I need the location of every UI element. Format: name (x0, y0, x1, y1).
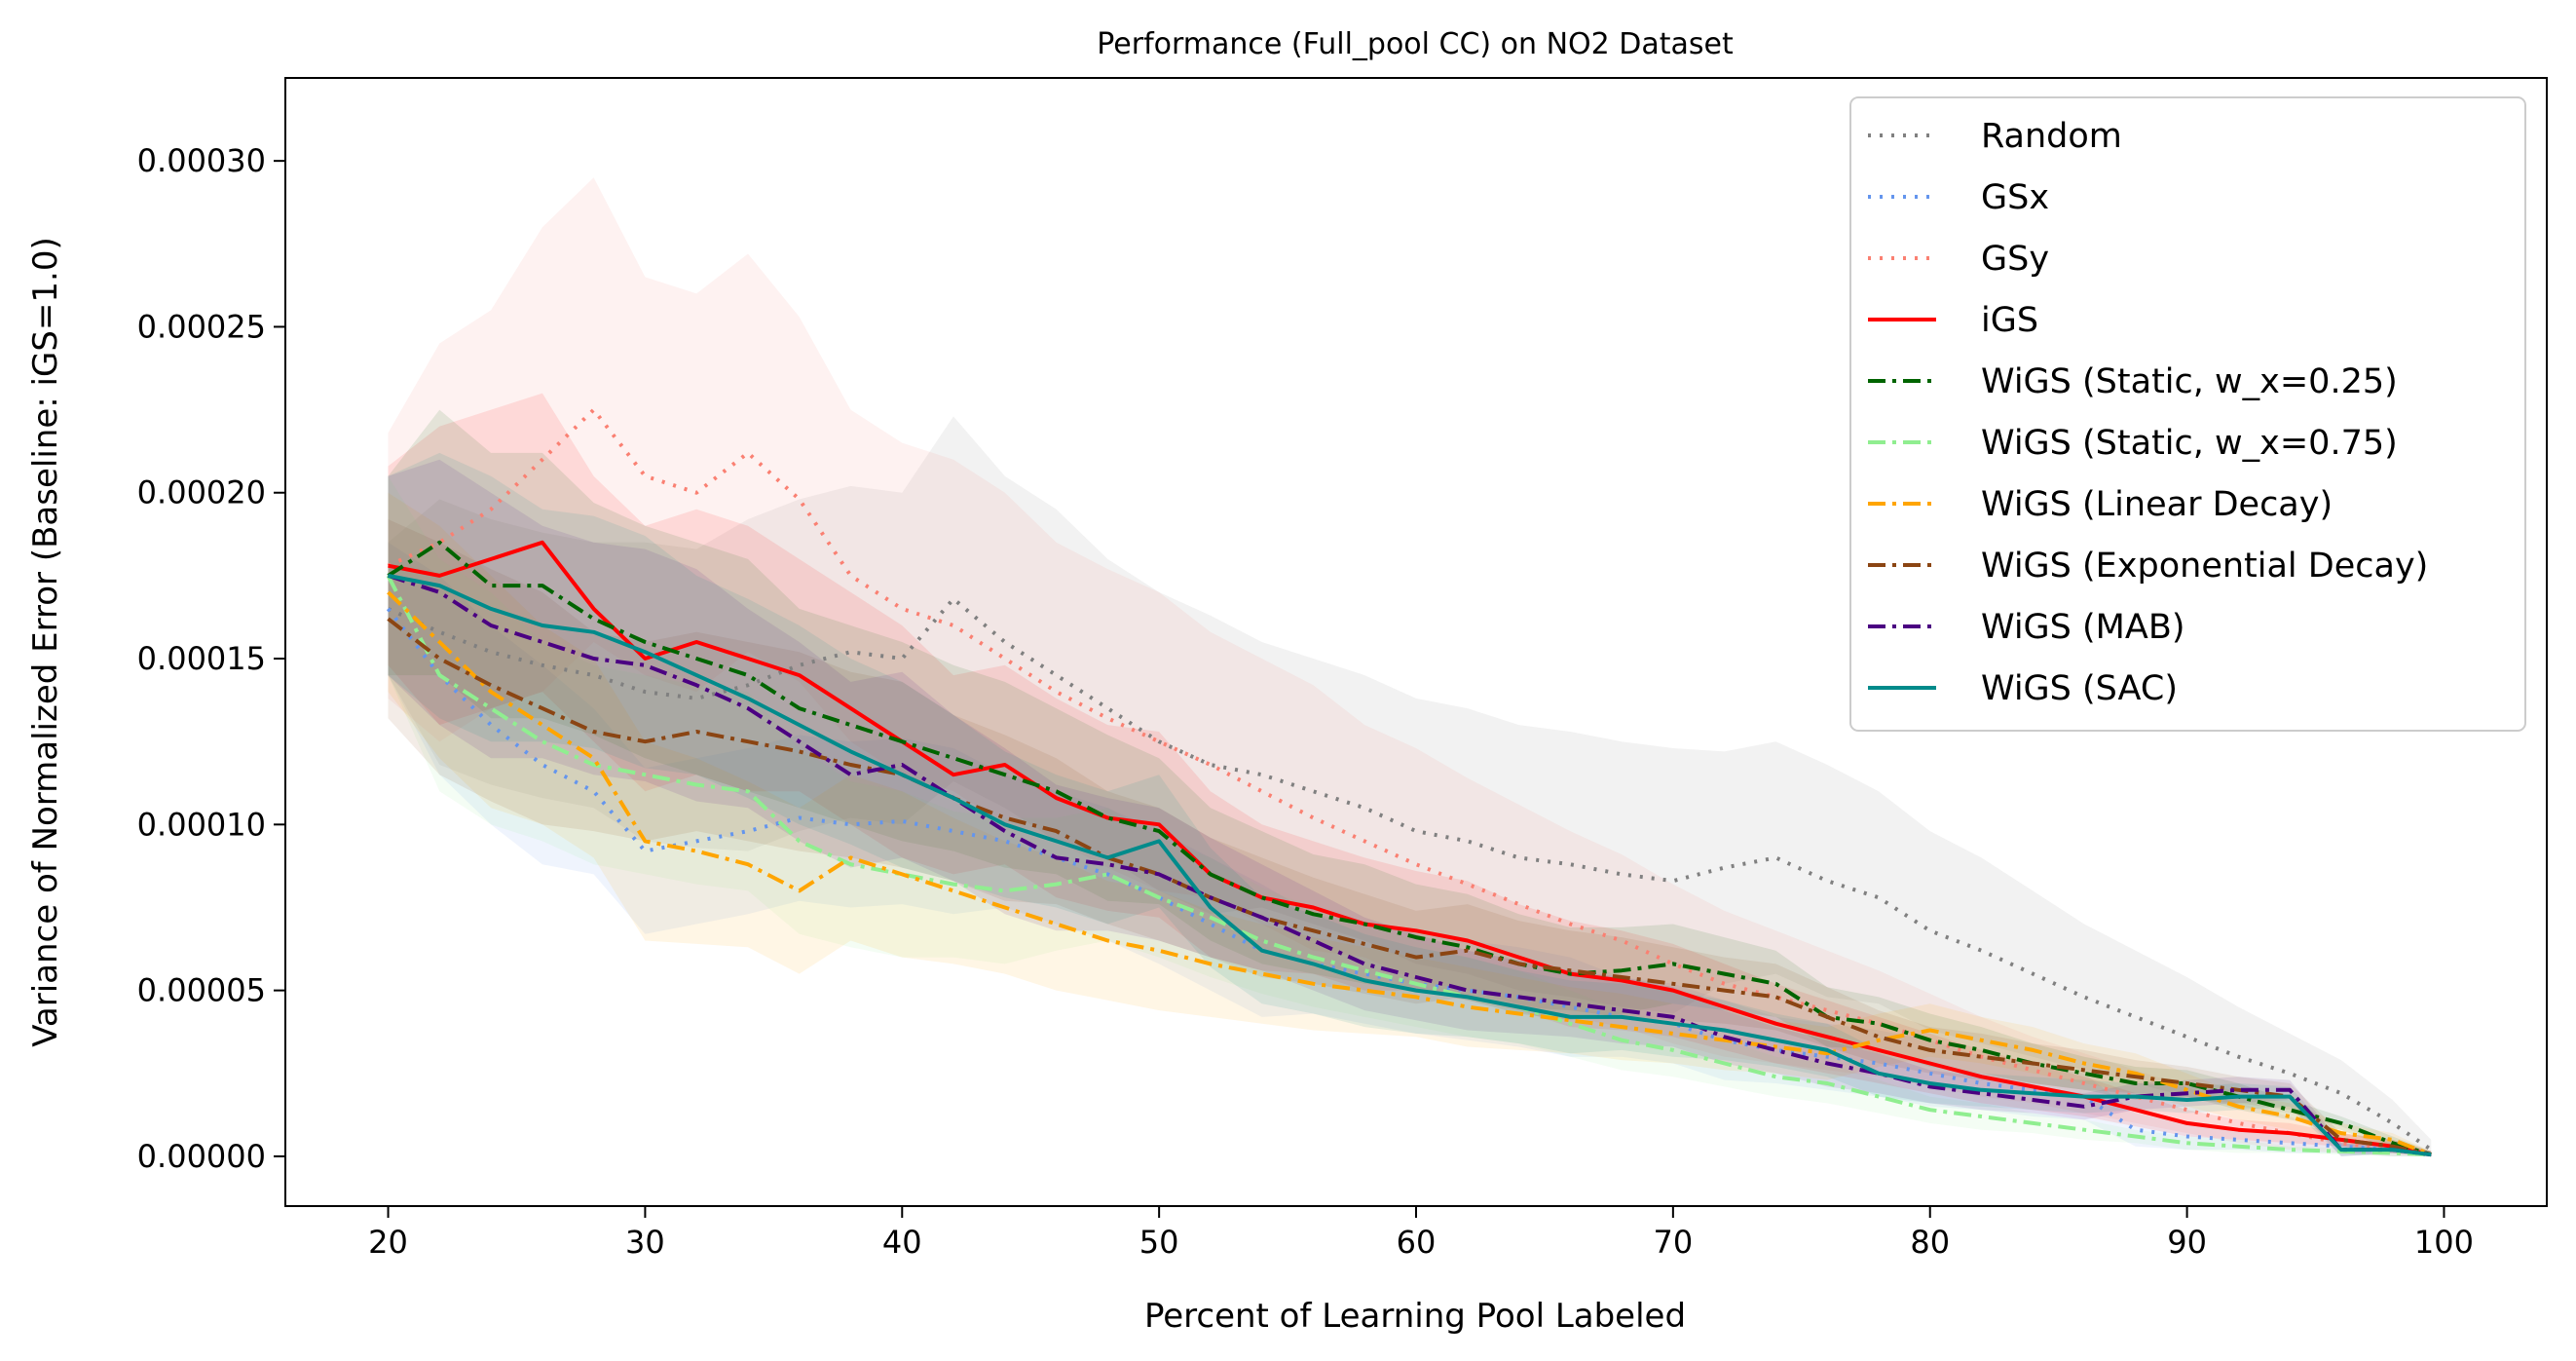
line-wigs-static-w-x-0-25 (387, 540, 2432, 1157)
line-wigs-static-w-x-0-75 (386, 574, 2432, 1157)
line-wigs-linear-decay (387, 590, 2433, 1157)
y-tick-label: 0.00010 (137, 806, 266, 843)
band-igs (388, 393, 2432, 1156)
band-wigs-sac (388, 452, 2432, 1156)
legend-label-wigs-linear-decay: WiGS (Linear Decay) (1981, 485, 2333, 524)
legend-label-wigs-exponential-decay: WiGS (Exponential Decay) (1981, 547, 2428, 586)
legend-label-gsy: GSy (1981, 240, 2049, 279)
x-axis-label: Percent of Learning Pool Labeled (1144, 1297, 1686, 1336)
x-tick-label: 30 (625, 1224, 665, 1261)
y-tick-label: 0.00020 (137, 474, 266, 511)
band-random (388, 416, 2432, 1156)
x-tick-label: 60 (1397, 1224, 1437, 1261)
legend-label-igs: iGS (1981, 301, 2038, 340)
y-tick-label: 0.00005 (137, 972, 266, 1009)
y-axis-label: Variance of Normalized Error (Baseline: … (26, 237, 65, 1046)
band-wigs-static-w-x-0-75 (388, 475, 2432, 1156)
band-gsy (388, 177, 2432, 1156)
legend-box (1849, 96, 2526, 732)
x-tick-label: 100 (2414, 1224, 2474, 1261)
band-wigs-mab (388, 459, 2432, 1156)
chart-title: Performance (Full_pool CC) on NO2 Datase… (1097, 27, 1734, 61)
line-gsx (386, 607, 2432, 1157)
x-tick-label: 80 (1910, 1224, 1950, 1261)
x-tick-label: 90 (2167, 1224, 2207, 1261)
x-tick-label: 20 (368, 1224, 408, 1261)
band-gsx (388, 542, 2432, 1156)
y-tick-label: 0.00030 (137, 142, 266, 179)
band-wigs-static-w-x-0-25 (388, 409, 2432, 1156)
legend-label-wigs-static-w-x-0-75: WiGS (Static, w_x=0.75) (1981, 424, 2398, 463)
legend-label-random: Random (1981, 117, 2122, 156)
legend: Random GSx GSy iGS WiGS (Static, w_x=0.25) Wi… (1849, 96, 2526, 732)
line-igs (388, 540, 2432, 1157)
axes: 20 30 40 50 60 70 80 90 100 0.00000 0.00005 0.00010… (137, 77, 2548, 1261)
line-wigs-sac (388, 573, 2432, 1157)
x-tick-label: 70 (1654, 1224, 1694, 1261)
y-tick-label: 0.00000 (137, 1138, 266, 1175)
band-wigs-linear-decay (388, 492, 2432, 1156)
series-lines (386, 407, 2433, 1157)
y-tick-label: 0.00015 (137, 640, 266, 677)
legend-label-gsx: GSx (1981, 178, 2049, 217)
legend-label-wigs-sac: WiGS (SAC) (1981, 669, 2178, 708)
y-tick-label: 0.00025 (137, 308, 266, 345)
legend-label-wigs-mab: WiGS (MAB) (1981, 608, 2185, 647)
x-tick-label: 50 (1139, 1224, 1179, 1261)
legend-label-wigs-static-w-x-0-25: WiGS (Static, w_x=0.25) (1981, 362, 2398, 401)
x-tick-label: 40 (882, 1224, 922, 1261)
line-wigs-mab (387, 573, 2432, 1157)
line-wigs-exponential-decay (387, 617, 2432, 1157)
